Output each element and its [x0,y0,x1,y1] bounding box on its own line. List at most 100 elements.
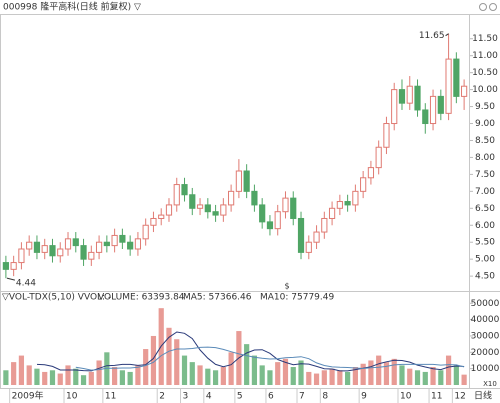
volume-bar [73,368,79,385]
candle-body [33,241,41,253]
candle-body [453,58,460,97]
x-tick-label: 5 [237,392,243,402]
candle-body [328,207,336,219]
candle-body [414,85,421,111]
volume-bar [259,365,265,385]
readout: MA5: 57366.46 [183,293,252,303]
volume-bar [143,349,149,385]
candle-body [26,241,33,250]
volume-bar [42,371,48,385]
candle-body [127,241,134,250]
candle-body [445,58,452,114]
unit-label: X10 [483,380,497,388]
y-tick-label: 10.00 [472,85,498,95]
y-tick-label: 40000 [471,315,500,325]
volume-bar [127,371,133,385]
candle-body [297,217,305,253]
readout: MA10: 75779.49 [260,293,334,303]
y-tick-label: 9.50 [475,102,495,112]
candle-body [111,234,118,247]
volume-bar [220,367,226,385]
volume-bar [407,368,413,385]
candle-body [259,204,266,223]
candle-body [204,204,211,213]
volume-bar [391,358,397,385]
x-tick-label: 6 [268,392,274,402]
volume-bar [49,370,56,385]
ma-line [36,331,465,372]
volume-bar [197,365,203,385]
candle-body [173,184,180,206]
x-tick-label: 7 [299,392,305,402]
chart-title: 000998 隆平高科(日线 前复权) ▽ [3,1,141,13]
volume-bar [80,375,87,385]
volume-bar [112,367,118,385]
low-annotation: 4.44 [16,279,36,289]
candle-body [375,146,382,169]
icon[interactable] [479,3,487,11]
x-tick-label: 4 [206,392,212,402]
candle-body [119,234,126,243]
y-tick-label: 7.00 [475,187,495,197]
candle-body [383,123,390,148]
candle-body [429,95,437,125]
candle-body [72,238,79,247]
y-tick-label: 6.00 [475,221,495,231]
candle-body [235,170,242,192]
candle-body [57,248,64,257]
candle-body [41,245,48,253]
volume-bar [150,335,157,385]
volume-bar [306,371,312,385]
candle-body [360,177,367,192]
candle-body [150,217,157,226]
volume-bar [205,368,211,385]
candle-body [406,85,413,104]
volume-bar [244,344,250,385]
y-tick-label: 5.50 [475,238,495,248]
volume-bar [228,352,234,385]
x-tick-label: 3 [183,392,189,402]
high-annotation: 11.65 [419,31,445,41]
x-tick-label: 11 [431,392,442,402]
candle-body [313,231,320,243]
volume-bar [445,355,452,385]
y-tick-label: 4.50 [475,272,495,282]
volume-bar [88,371,94,385]
annotation-arrow [445,33,449,37]
candle-body [391,89,398,125]
volume-bar [430,367,436,385]
x-tick-label: 2 [159,392,165,402]
volume-bar [414,370,421,385]
volume-bar [11,362,17,385]
candle-body [243,170,250,192]
volume-bar [329,368,335,385]
volume-bar [26,365,32,385]
annotation-arrow [6,277,16,281]
y-tick-label: 10000 [471,364,500,374]
candle-body [212,211,219,216]
volume-bar [212,370,219,385]
candle-body [367,167,375,179]
y-tick-label: 8.00 [475,153,495,163]
candle-body [336,201,343,209]
volume-bar [461,374,467,385]
y-tick-label: 50000 [471,299,500,309]
volume-bar [189,362,195,385]
volume-bar [174,339,180,385]
candle-body [274,211,281,230]
volume-title: ▽VOL-TDX(5,10) VVOL: - [2,293,111,303]
icon[interactable] [489,3,497,11]
candle-body [189,194,196,209]
x-tick-label: 11 [105,392,116,402]
volume-bar [96,360,102,385]
candle-body [398,89,406,104]
volume-bar [135,365,141,385]
candle-body [321,217,328,233]
volume-bar [438,370,444,385]
y-tick-label: 10.50 [472,68,498,78]
y-tick-label: 8.50 [475,136,495,146]
candle-body [290,197,297,219]
candle-body [103,241,110,247]
candle-body [134,238,142,250]
